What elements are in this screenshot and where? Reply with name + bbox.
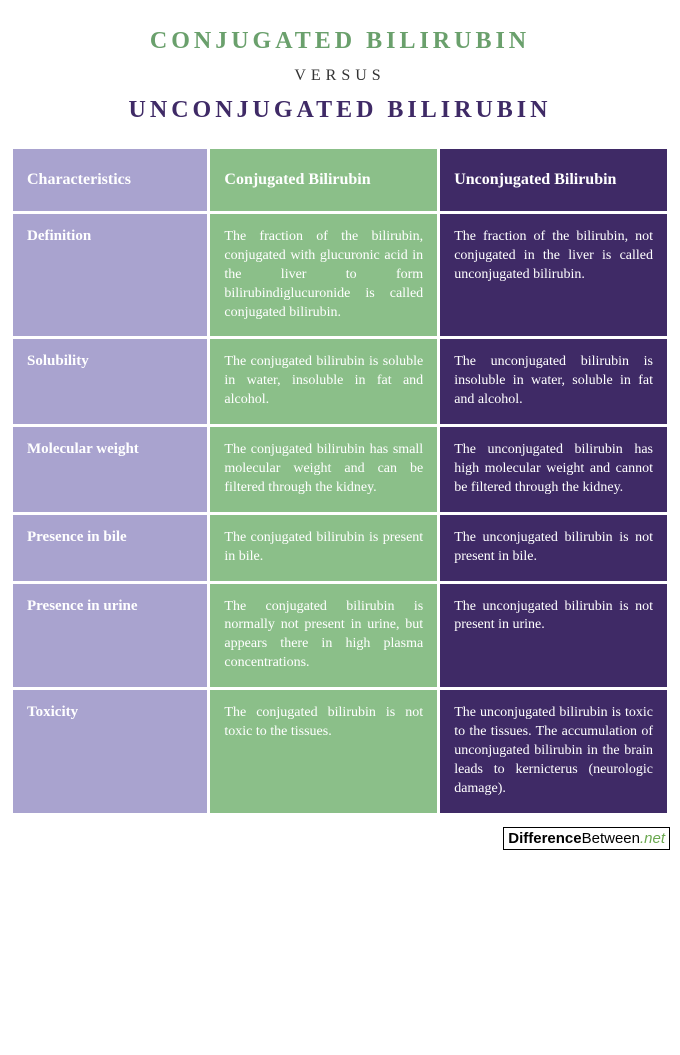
row-label: Presence in urine — [13, 584, 207, 688]
header-conjugated: Conjugated Bilirubin — [210, 149, 437, 211]
title-versus: VERSUS — [20, 67, 660, 85]
cell-unconjugated: The unconjugated bilirubin is not presen… — [440, 515, 667, 581]
source-logo: DifferenceBetween.net — [503, 827, 670, 850]
logo-part3: .net — [640, 830, 665, 847]
table-row: Presence in bileThe conjugated bilirubin… — [13, 515, 667, 581]
cell-unconjugated: The unconjugated bilirubin is insoluble … — [440, 339, 667, 424]
cell-conjugated: The conjugated bilirubin is normally not… — [210, 584, 437, 688]
row-label: Solubility — [13, 339, 207, 424]
comparison-table: Characteristics Conjugated Bilirubin Unc… — [10, 146, 670, 816]
row-label: Presence in bile — [13, 515, 207, 581]
cell-conjugated: The conjugated bilirubin has small molec… — [210, 427, 437, 512]
cell-unconjugated: The fraction of the bilirubin, not conju… — [440, 214, 667, 336]
row-label: Molecular weight — [13, 427, 207, 512]
header-unconjugated: Unconjugated Bilirubin — [440, 149, 667, 211]
table-row: SolubilityThe conjugated bilirubin is so… — [13, 339, 667, 424]
cell-conjugated: The conjugated bilirubin is not toxic to… — [210, 690, 437, 812]
title-block: CONJUGATED BILIRUBIN VERSUS UNCONJUGATED… — [0, 0, 680, 146]
cell-conjugated: The conjugated bilirubin is soluble in w… — [210, 339, 437, 424]
row-label: Definition — [13, 214, 207, 336]
cell-unconjugated: The unconjugated bilirubin has high mole… — [440, 427, 667, 512]
row-label: Toxicity — [13, 690, 207, 812]
title-line2: UNCONJUGATED BILIRUBIN — [20, 97, 660, 124]
table-row: Molecular weightThe conjugated bilirubin… — [13, 427, 667, 512]
cell-conjugated: The conjugated bilirubin is present in b… — [210, 515, 437, 581]
cell-unconjugated: The unconjugated bilirubin is not presen… — [440, 584, 667, 688]
logo-part2: Between — [582, 830, 640, 847]
cell-unconjugated: The unconjugated bilirubin is toxic to t… — [440, 690, 667, 812]
header-characteristics: Characteristics — [13, 149, 207, 211]
logo-part1: Difference — [508, 830, 581, 847]
table-row: Presence in urineThe conjugated bilirubi… — [13, 584, 667, 688]
table-header-row: Characteristics Conjugated Bilirubin Unc… — [13, 149, 667, 211]
infographic-container: CONJUGATED BILIRUBIN VERSUS UNCONJUGATED… — [0, 0, 680, 856]
footer: DifferenceBetween.net — [10, 816, 670, 856]
title-line1: CONJUGATED BILIRUBIN — [20, 28, 660, 55]
cell-conjugated: The fraction of the bilirubin, conjugate… — [210, 214, 437, 336]
table-row: ToxicityThe conjugated bilirubin is not … — [13, 690, 667, 812]
table-row: DefinitionThe fraction of the bilirubin,… — [13, 214, 667, 336]
